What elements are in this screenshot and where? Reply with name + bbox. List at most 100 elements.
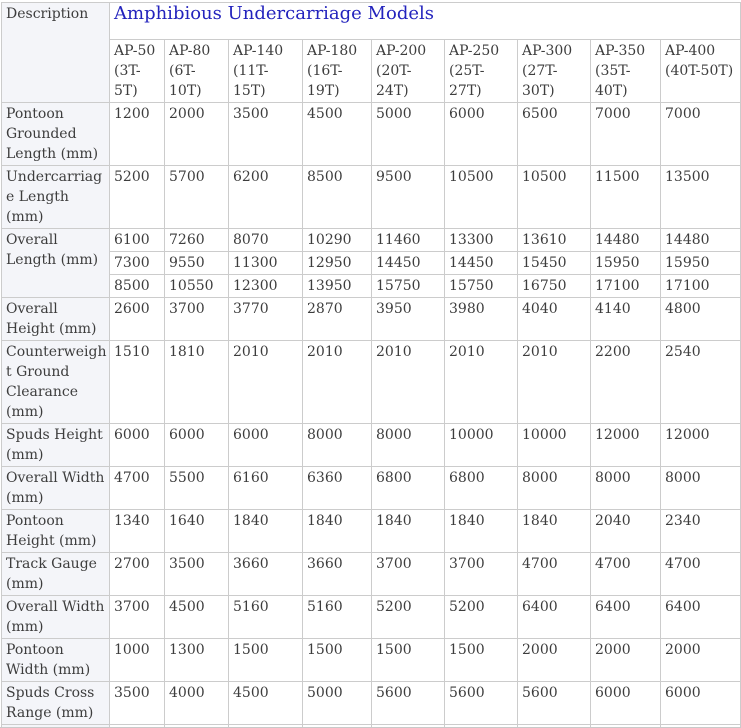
model-header-ap-180: AP-180 (16T-19T) xyxy=(302,39,372,103)
spec-value-cell: 1840 xyxy=(517,509,591,553)
spec-value-cell: 3500 xyxy=(228,102,303,166)
spec-value-cell: 15950 xyxy=(659,251,741,275)
spec-value-cell: 3700 xyxy=(109,595,165,639)
spec-value-cell: 9500 xyxy=(371,165,445,229)
spec-value-cell: 15450 xyxy=(517,251,591,275)
model-header-ap-300: AP-300 (27T-30T) xyxy=(517,39,591,103)
spec-value-cell: 17100 xyxy=(590,274,661,298)
table-row: Counterweight Ground Clearance (mm) 1510 1… xyxy=(1,340,741,424)
spec-value-cell: 1510 xyxy=(109,340,165,424)
model-capacity: (40T-50T) xyxy=(665,63,734,79)
table-row: Overall Length (mm) 6100 7260 8070 10290 1146… xyxy=(1,228,741,298)
spec-value-cell: 7260 xyxy=(164,228,229,252)
spec-value-cell: 1840 xyxy=(371,509,445,553)
spec-value-cell: 4140 xyxy=(590,297,661,341)
spec-value-cell: 8000 xyxy=(302,423,372,467)
model-name: AP-140 xyxy=(233,43,284,59)
spec-value-cell: 10290 xyxy=(302,228,372,252)
table-title-link[interactable]: Amphibious Undercarriage Models xyxy=(114,3,434,24)
table-row: 7300 9550 11300 12950 14450 14450 15450 15950 15… xyxy=(2,251,741,275)
spec-value-cell: 8000 xyxy=(371,423,445,467)
spec-value-cell: 6000 xyxy=(444,102,518,166)
spec-value-cell: 12950 xyxy=(302,251,372,275)
spec-value-cell: 6800 xyxy=(371,466,445,510)
spec-value-cell: 6400 xyxy=(517,595,591,639)
table-row: Overall Width (mm) 3700 4500 5160 5160 5200 52… xyxy=(1,595,741,639)
spec-value-cell: 1500 xyxy=(302,638,372,682)
spec-value-cell: 6360 xyxy=(302,466,372,510)
spec-value-cell: 5160 xyxy=(302,595,372,639)
row-label: Undercarriage Length (mm) xyxy=(1,165,110,229)
spec-value-cell: 1340 xyxy=(109,509,165,553)
spec-value-cell: 12300 xyxy=(228,274,303,298)
spec-value-cell: 3700 xyxy=(164,297,229,341)
spec-value-cell: 6400 xyxy=(659,595,741,639)
spec-value-cell: 10000 xyxy=(517,423,591,467)
row-label: Track Gauge (mm) xyxy=(1,552,110,596)
row-label: Overall Width (mm) xyxy=(1,466,110,510)
model-name: AP-400 xyxy=(665,43,716,59)
table-row: Spuds Width (mm)410049005560556056005600… xyxy=(1,724,741,728)
spec-value-cell: 4800 xyxy=(659,297,741,341)
spec-value-cell: 4500 xyxy=(164,595,229,639)
spec-value-cell: 8000 xyxy=(659,466,741,510)
spec-value-cell: 8500 xyxy=(109,274,165,298)
model-capacity: (16T-19T) xyxy=(307,63,343,99)
title-row: Description Amphibious Undercarriage Mod… xyxy=(1,2,741,103)
spec-value-cell: 8500 xyxy=(302,165,372,229)
spec-value-cell: 13300 xyxy=(444,228,518,252)
model-capacity: (3T-5T) xyxy=(114,63,141,99)
spec-value-cell: 2000 xyxy=(517,638,591,682)
spec-value-cell: 70 xyxy=(659,724,741,728)
spec-value-cell: 6100 xyxy=(109,228,165,252)
spec-value-cell: 6800 xyxy=(444,466,518,510)
spec-value-cell: 4700 xyxy=(109,466,165,510)
model-name: AP-200 xyxy=(376,43,427,59)
row-label: Overall Height (mm) xyxy=(1,297,110,341)
table-row: Pontoon Width (mm) 1000 1300 1500 1500 1500 15… xyxy=(1,638,741,682)
model-capacity: (11T-15T) xyxy=(233,63,269,99)
model-capacity: (27T-30T) xyxy=(522,63,558,99)
row-label: Pontoon Height (mm) xyxy=(1,509,110,553)
model-name: AP-350 xyxy=(595,43,646,59)
spec-value-cell: 1200 xyxy=(109,102,165,166)
spec-value-cell: 14450 xyxy=(371,251,445,275)
spec-value-cell: 4700 xyxy=(517,552,591,596)
spec-value-cell: 13610 xyxy=(517,228,591,252)
model-capacity: (25T-27T) xyxy=(449,63,485,99)
spec-value-cell: 15950 xyxy=(590,251,661,275)
spec-value-cell: 10000 xyxy=(444,423,518,467)
model-name: AP-250 xyxy=(449,43,500,59)
spec-value-cell: 6000 xyxy=(590,681,661,725)
spec-value-cell: 7000 xyxy=(590,102,661,166)
spec-value-cell: 6000 xyxy=(228,423,303,467)
spec-value-cell: 4000 xyxy=(164,681,229,725)
row-label: Spuds Height (mm) xyxy=(1,423,110,467)
row-label: Pontoon Grounded Length (mm) xyxy=(1,102,110,166)
spec-value-cell: 6400 xyxy=(590,595,661,639)
spec-value-cell: 3660 xyxy=(228,552,303,596)
spec-value-cell: 3500 xyxy=(109,681,165,725)
spec-value-cell: 1500 xyxy=(444,638,518,682)
spec-value-cell: 1300 xyxy=(164,638,229,682)
spec-value-cell: 15750 xyxy=(371,274,445,298)
table-row: Undercarriage Length (mm) 5200 5700 6200 850… xyxy=(1,165,741,229)
spec-value-cell: 1840 xyxy=(228,509,303,553)
spec-value-cell: 8070 xyxy=(228,228,303,252)
table-title-cell: Amphibious Undercarriage Models xyxy=(108,2,741,40)
spec-table-body: Pontoon Grounded Length (mm) 1200 2000 3500… xyxy=(1,102,741,728)
model-capacity: (6T-10T) xyxy=(169,63,202,99)
spec-value-cell: 3500 xyxy=(164,552,229,596)
spec-value-cell: 2000 xyxy=(590,638,661,682)
spec-value-cell: 1640 xyxy=(164,509,229,553)
spec-value-cell: 4500 xyxy=(302,102,372,166)
spec-value-cell: 12000 xyxy=(590,423,661,467)
spec-value-cell: 2000 xyxy=(659,638,741,682)
spec-value-cell: 6160 xyxy=(228,466,303,510)
spec-value-cell: 2010 xyxy=(302,340,372,424)
spec-value-cell: 6000 xyxy=(109,423,165,467)
spec-value-cell: 3700 xyxy=(371,552,445,596)
spec-value-cell: 17100 xyxy=(659,274,741,298)
